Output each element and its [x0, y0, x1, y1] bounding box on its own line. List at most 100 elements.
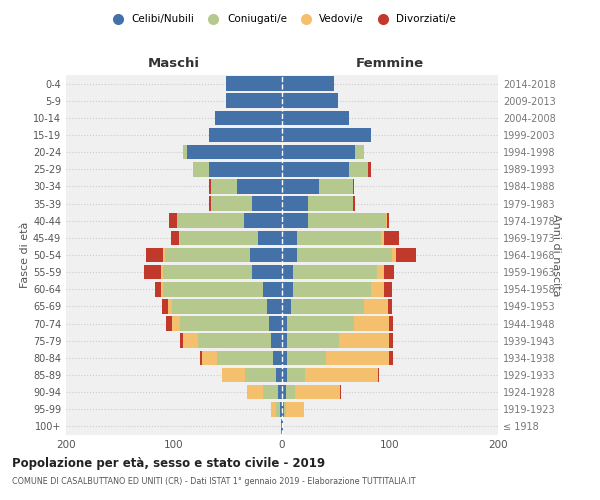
Bar	[353, 196, 355, 211]
Bar	[179, 230, 181, 245]
Bar	[382, 230, 383, 245]
Text: Femmine: Femmine	[356, 57, 424, 70]
Bar	[282, 110, 349, 125]
Bar	[181, 334, 182, 348]
Bar	[282, 402, 284, 416]
Bar	[397, 248, 416, 262]
Text: COMUNE DI CASALBUTTANO ED UNITI (CR) - Dati ISTAT 1° gennaio 2019 - Elaborazione: COMUNE DI CASALBUTTANO ED UNITI (CR) - D…	[12, 478, 416, 486]
Bar	[282, 196, 308, 211]
Bar	[177, 214, 244, 228]
Bar	[287, 350, 326, 365]
Bar	[252, 265, 282, 280]
Bar	[167, 299, 172, 314]
Bar	[200, 350, 202, 365]
Bar	[187, 145, 282, 160]
Bar	[392, 248, 397, 262]
Bar	[182, 145, 187, 160]
Bar	[282, 316, 287, 331]
Bar	[250, 248, 282, 262]
Bar	[244, 214, 282, 228]
Bar	[247, 385, 263, 400]
Bar	[161, 282, 163, 296]
Bar	[278, 385, 282, 400]
Bar	[383, 230, 398, 245]
Bar	[269, 316, 282, 331]
Bar	[368, 162, 371, 176]
Bar	[236, 179, 282, 194]
Bar	[282, 334, 287, 348]
Bar	[282, 419, 283, 434]
Bar	[282, 162, 349, 176]
Bar	[209, 179, 211, 194]
Bar	[161, 265, 163, 280]
Bar	[282, 368, 287, 382]
Bar	[389, 316, 393, 331]
Bar	[163, 248, 166, 262]
Bar	[377, 265, 383, 280]
Bar	[172, 299, 267, 314]
Text: Popolazione per età, sesso e stato civile - 2019: Popolazione per età, sesso e stato civil…	[12, 458, 325, 470]
Bar	[171, 230, 179, 245]
Bar	[198, 334, 271, 348]
Bar	[290, 299, 364, 314]
Bar	[163, 265, 252, 280]
Bar	[389, 334, 393, 348]
Bar	[388, 299, 392, 314]
Bar	[386, 214, 387, 228]
Bar	[319, 179, 353, 194]
Bar	[297, 230, 382, 245]
Bar	[297, 248, 392, 262]
Bar	[282, 94, 338, 108]
Bar	[245, 368, 275, 382]
Bar	[209, 196, 211, 211]
Bar	[166, 316, 172, 331]
Bar	[282, 179, 319, 194]
Bar	[182, 334, 198, 348]
Bar	[155, 282, 161, 296]
Bar	[258, 230, 282, 245]
Bar	[221, 368, 245, 382]
Bar	[271, 334, 282, 348]
Bar	[209, 128, 282, 142]
Bar	[281, 419, 282, 434]
Bar	[211, 196, 252, 211]
Y-axis label: Anni di nascita: Anni di nascita	[551, 214, 561, 296]
Bar	[305, 368, 378, 382]
Bar	[282, 76, 334, 91]
Bar	[274, 350, 282, 365]
Legend: Celibi/Nubili, Coniugati/e, Vedovi/e, Divorziati/e: Celibi/Nubili, Coniugati/e, Vedovi/e, Di…	[104, 10, 460, 29]
Bar	[267, 299, 282, 314]
Bar	[226, 76, 282, 91]
Bar	[282, 265, 293, 280]
Bar	[293, 265, 377, 280]
Bar	[282, 145, 355, 160]
Bar	[226, 94, 282, 108]
Bar	[193, 162, 209, 176]
Bar	[326, 350, 389, 365]
Bar	[308, 214, 386, 228]
Bar	[275, 402, 280, 416]
Bar	[286, 385, 295, 400]
Bar	[378, 368, 379, 382]
Bar	[144, 265, 161, 280]
Text: Maschi: Maschi	[148, 57, 200, 70]
Bar	[282, 214, 308, 228]
Bar	[282, 282, 293, 296]
Bar	[181, 230, 258, 245]
Bar	[282, 299, 290, 314]
Bar	[293, 282, 371, 296]
Bar	[162, 299, 167, 314]
Bar	[287, 334, 339, 348]
Bar	[371, 282, 383, 296]
Bar	[282, 350, 287, 365]
Bar	[211, 179, 236, 194]
Bar	[308, 196, 353, 211]
Bar	[209, 162, 282, 176]
Bar	[163, 282, 263, 296]
Bar	[282, 385, 286, 400]
Bar	[280, 402, 282, 416]
Bar	[353, 179, 355, 194]
Bar	[282, 128, 371, 142]
Bar	[271, 402, 275, 416]
Bar	[263, 282, 282, 296]
